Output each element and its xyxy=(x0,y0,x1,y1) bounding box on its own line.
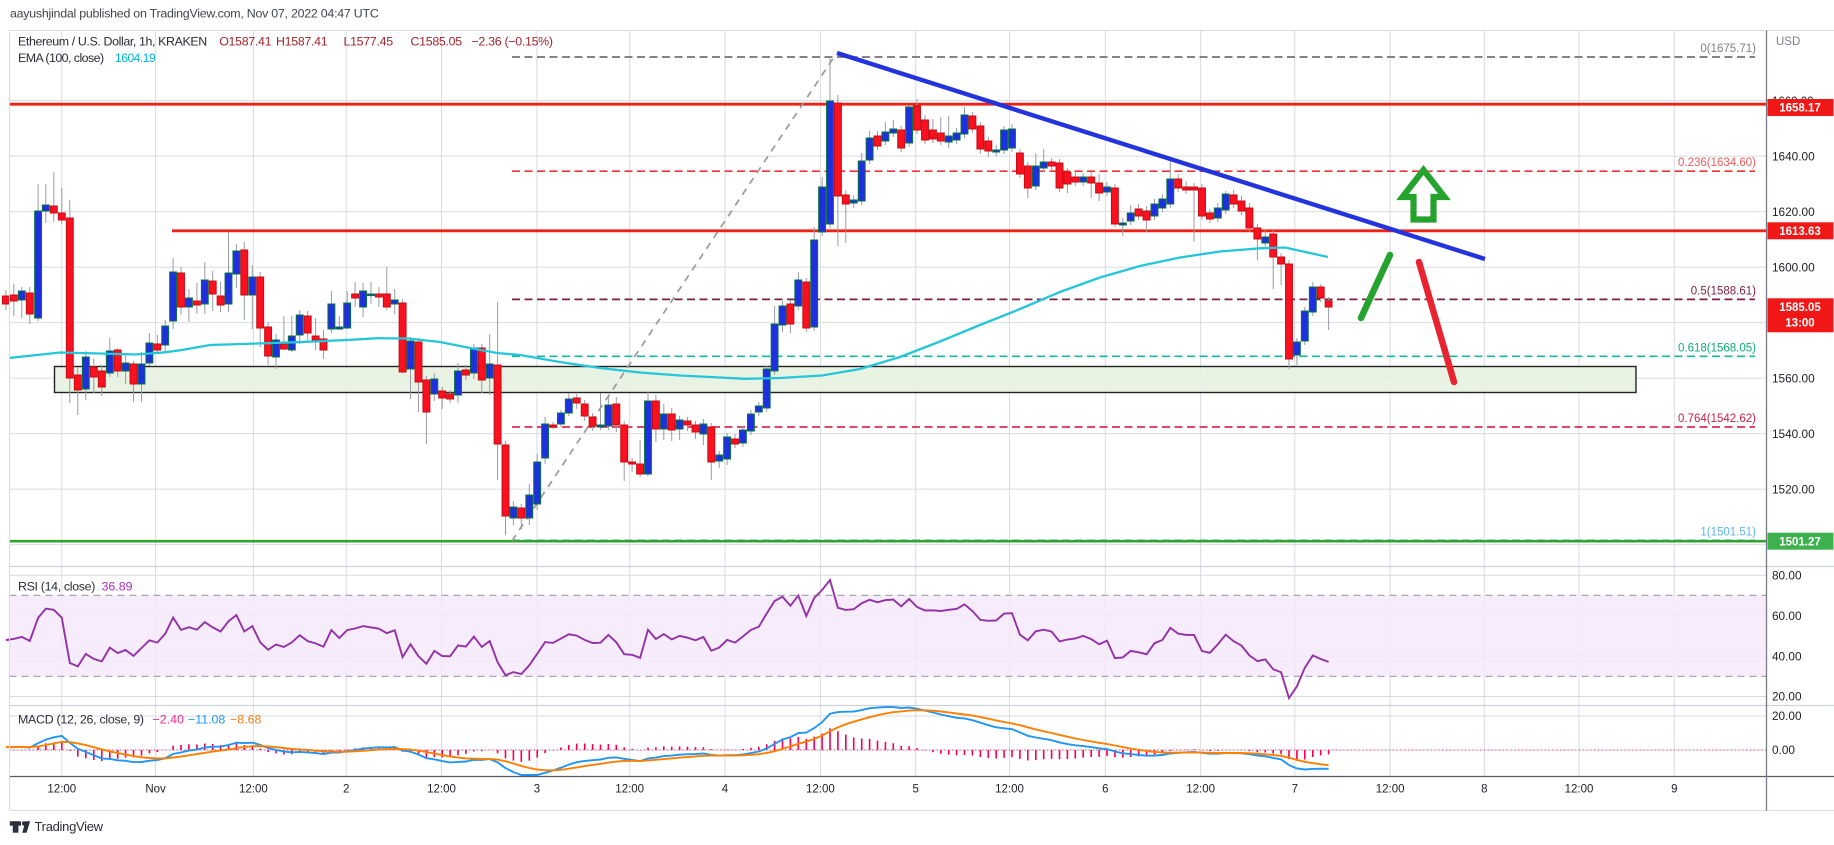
svg-text:12:00: 12:00 xyxy=(1565,784,1594,796)
svg-text:80.00: 80.00 xyxy=(1772,569,1802,583)
svg-text:8: 8 xyxy=(1481,784,1487,796)
svg-text:60.00: 60.00 xyxy=(1772,609,1802,623)
svg-text:36.89: 36.89 xyxy=(102,580,133,594)
svg-text:4: 4 xyxy=(722,784,729,796)
svg-text:Ethereum / U.S. Dollar, 1h, KR: Ethereum / U.S. Dollar, 1h, KRAKEN xyxy=(18,35,207,49)
svg-text:−8.68: −8.68 xyxy=(230,713,261,727)
svg-text:MACD (12, 26, close, 9): MACD (12, 26, close, 9) xyxy=(18,713,144,727)
svg-text:12:00: 12:00 xyxy=(1186,784,1215,796)
svg-text:0.618(1568.05): 0.618(1568.05) xyxy=(1678,342,1756,354)
svg-text:USD: USD xyxy=(1776,36,1800,48)
svg-text:6: 6 xyxy=(1102,784,1108,796)
svg-text:12:00: 12:00 xyxy=(47,784,76,796)
svg-text:−11.08: −11.08 xyxy=(188,713,225,727)
svg-text:1520.00: 1520.00 xyxy=(1772,482,1815,496)
svg-text:TradingView: TradingView xyxy=(35,819,104,834)
svg-text:0.00: 0.00 xyxy=(1772,743,1795,757)
svg-text:5: 5 xyxy=(912,784,918,796)
svg-text:L1577.45: L1577.45 xyxy=(344,35,394,49)
svg-text:3: 3 xyxy=(534,784,540,796)
svg-text:20.00: 20.00 xyxy=(1772,709,1802,723)
svg-text:2: 2 xyxy=(343,784,349,796)
svg-text:aayushjindal published on Trad: aayushjindal published on TradingView.co… xyxy=(10,7,379,21)
svg-text:1540.00: 1540.00 xyxy=(1772,427,1815,441)
svg-text:40.00: 40.00 xyxy=(1772,649,1802,663)
svg-text:EMA (100, close): EMA (100, close) xyxy=(18,51,104,65)
svg-text:−2.36 (−0.15%): −2.36 (−0.15%) xyxy=(472,35,553,49)
svg-text:O1587.41: O1587.41 xyxy=(219,35,271,49)
svg-text:9: 9 xyxy=(1671,784,1677,796)
svg-text:12:00: 12:00 xyxy=(239,784,268,796)
svg-text:0(1675.71): 0(1675.71) xyxy=(1700,43,1756,55)
svg-text:−2.40: −2.40 xyxy=(153,713,184,727)
svg-text:1613.63: 1613.63 xyxy=(1779,226,1821,238)
svg-text:0.236(1634.60): 0.236(1634.60) xyxy=(1678,157,1756,169)
svg-text:20.00: 20.00 xyxy=(1772,690,1802,704)
svg-text:12:00: 12:00 xyxy=(806,784,835,796)
svg-text:0.764(1542.62): 0.764(1542.62) xyxy=(1678,413,1756,425)
svg-text:1(1501.51): 1(1501.51) xyxy=(1700,526,1756,538)
svg-text:1585.05: 1585.05 xyxy=(1779,302,1821,314)
svg-text:Nov: Nov xyxy=(145,784,166,796)
svg-text:13:00: 13:00 xyxy=(1785,317,1814,329)
svg-text:1560.00: 1560.00 xyxy=(1772,371,1815,385)
svg-text:12:00: 12:00 xyxy=(615,784,644,796)
svg-text:7: 7 xyxy=(1292,784,1298,796)
svg-text:12:00: 12:00 xyxy=(995,784,1024,796)
svg-text:12:00: 12:00 xyxy=(427,784,456,796)
svg-text:1620.00: 1620.00 xyxy=(1772,205,1815,219)
svg-text:0.5(1588.61): 0.5(1588.61) xyxy=(1691,285,1756,297)
svg-text:12:00: 12:00 xyxy=(1376,784,1405,796)
svg-text:1600.00: 1600.00 xyxy=(1772,260,1815,274)
svg-text:C1585.05: C1585.05 xyxy=(411,35,463,49)
svg-text:1640.00: 1640.00 xyxy=(1772,149,1815,163)
svg-text:1604.19: 1604.19 xyxy=(115,51,156,65)
svg-text:RSI (14, close): RSI (14, close) xyxy=(18,580,95,594)
svg-text:H1587.41: H1587.41 xyxy=(276,35,328,49)
svg-text:1658.17: 1658.17 xyxy=(1779,103,1821,115)
svg-text:1501.27: 1501.27 xyxy=(1779,536,1821,548)
